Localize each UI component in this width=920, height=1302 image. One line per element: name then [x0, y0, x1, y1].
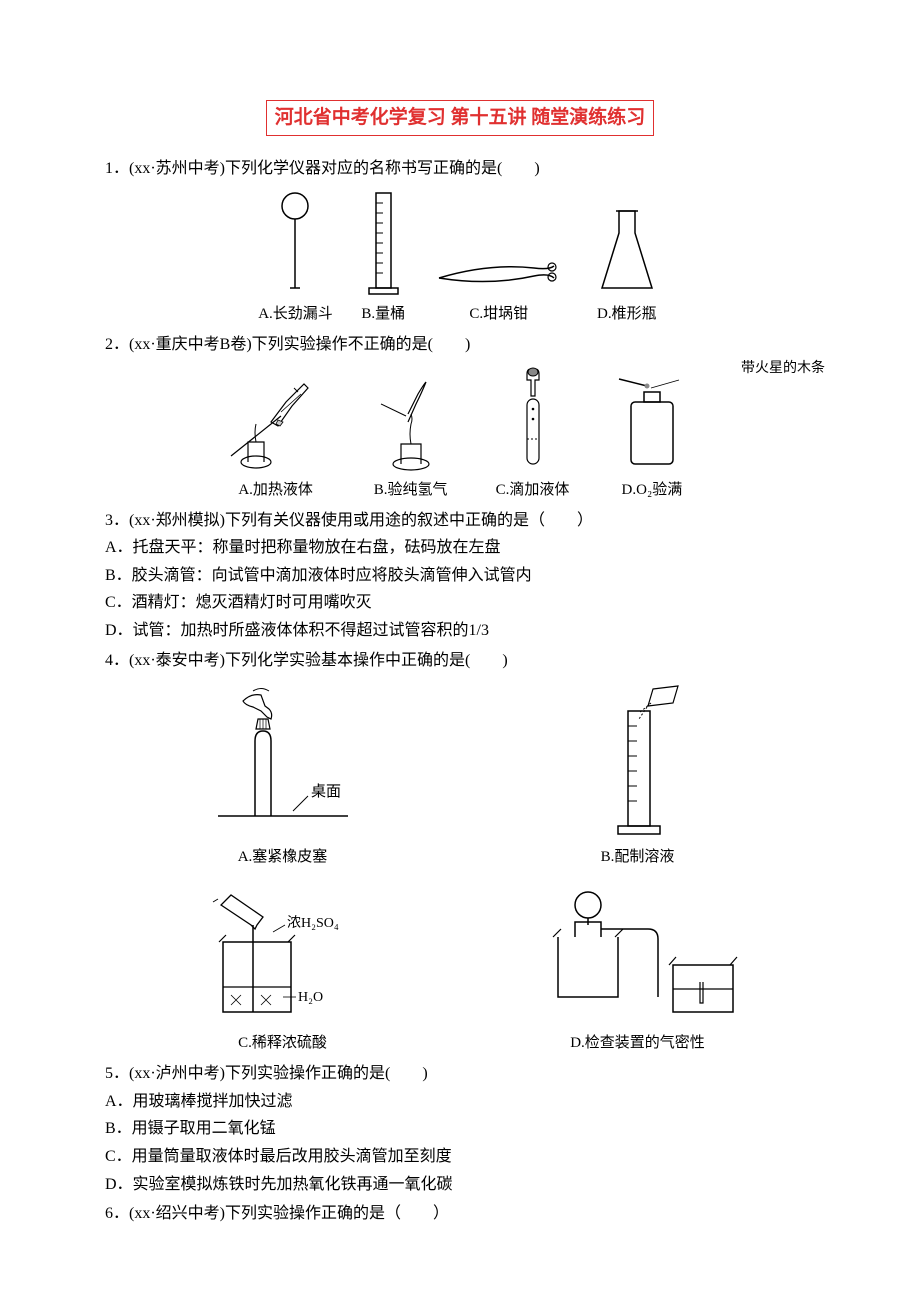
option-row: A.长劲漏斗 B.量桶 C.坩埚钳 [105, 188, 815, 326]
q-text: ．(xx·绍兴中考)下列实验操作正确的是（ ） [113, 1205, 449, 1222]
q-text: ．(xx·苏州中考)下列化学仪器对应的名称书写正确的是( ) [113, 160, 540, 177]
option-c: C.滴加液体 [496, 364, 570, 502]
erlenmeyer-icon [592, 203, 662, 298]
q-num: 5 [105, 1065, 113, 1082]
option-c: C．用量筒量取液体时最后改用胶头滴管加至刻度 [105, 1144, 815, 1170]
option-a: A.长劲漏斗 [258, 188, 333, 326]
option-b: B.量桶 [361, 188, 406, 326]
option-d: D.椎形瓶 [592, 203, 662, 326]
q-num: 3 [105, 512, 113, 529]
tongs-icon [434, 248, 564, 298]
question-1: 1．(xx·苏州中考)下列化学仪器对应的名称书写正确的是( ) A.长劲漏斗 B… [105, 156, 815, 326]
option-b: B．用镊子取用二氧化锰 [105, 1116, 815, 1142]
question-stem: 6．(xx·绍兴中考)下列实验操作正确的是（ ） [105, 1201, 815, 1227]
option-a: A.加热液体 [226, 374, 326, 502]
heat-liquid-icon [226, 374, 326, 474]
option-row-top: 桌面 A.塞紧橡皮塞 B.配制溶液 [105, 681, 815, 869]
question-stem: 1．(xx·苏州中考)下列化学仪器对应的名称书写正确的是( ) [105, 156, 815, 182]
q-text: ．(xx·泸州中考)下列实验操作正确的是( ) [113, 1065, 428, 1082]
option-b: B.验纯氢气 [366, 374, 456, 502]
dropper-tube-icon [505, 364, 560, 474]
option-label: A.加热液体 [238, 478, 313, 502]
q-num: 4 [105, 652, 113, 669]
option-d: D．试管：加热时所盛液体体积不得超过试管容积的1/3 [105, 618, 815, 644]
cylinder-icon [361, 188, 406, 298]
option-label: D.椎形瓶 [597, 302, 657, 326]
option-c: C．酒精灯：熄灭酒精灯时可用嘴吹灭 [105, 590, 815, 616]
q-text: ．(xx·郑州模拟)下列有关仪器使用或用途的叙述中正确的是（ ） [113, 512, 593, 529]
q-num: 2 [105, 336, 113, 353]
option-label: A.长劲漏斗 [258, 302, 333, 326]
option-c: C.坩埚钳 [434, 248, 564, 326]
q-text: ．(xx·重庆中考B卷)下列实验操作不正确的是( ) [113, 336, 470, 353]
question-6: 6．(xx·绍兴中考)下列实验操作正确的是（ ） [105, 1201, 815, 1227]
pour-cylinder-icon [573, 681, 703, 841]
question-3: 3．(xx·郑州模拟)下列有关仪器使用或用途的叙述中正确的是（ ） A．托盘天平… [105, 508, 815, 644]
airtight-icon [523, 877, 753, 1027]
question-stem: 2．(xx·重庆中考B卷)下列实验操作不正确的是( ) [105, 332, 815, 358]
option-label: B.验纯氢气 [374, 478, 448, 502]
option-label: D.检查装置的气密性 [570, 1031, 705, 1055]
hydrogen-test-icon [366, 374, 456, 474]
option-d: D．实验室模拟炼铁时先加热氧化铁再通一氧化碳 [105, 1172, 815, 1198]
option-row: A.加热液体 B.验纯氢气 [105, 364, 815, 502]
option-a: A．用玻璃棒搅拌加快过滤 [105, 1089, 815, 1115]
water-label: H₂O [298, 990, 323, 1005]
option-label: D.O₂验满 [622, 478, 683, 502]
option-label: A.塞紧橡皮塞 [238, 845, 328, 869]
option-c: 浓H₂SO₄ H₂O C.稀释浓硫酸 [105, 877, 460, 1055]
q-num: 1 [105, 160, 113, 177]
option-label: C.坩埚钳 [469, 302, 528, 326]
page-title: 河北省中考化学复习 第十五讲 随堂演练练习 [266, 100, 655, 136]
question-stem: 3．(xx·郑州模拟)下列有关仪器使用或用途的叙述中正确的是（ ） [105, 508, 815, 534]
option-a: 桌面 A.塞紧橡皮塞 [105, 681, 460, 869]
oxygen-full-icon [609, 374, 694, 474]
stopper-icon: 桌面 [193, 681, 373, 841]
option-row-bottom: 浓H₂SO₄ H₂O C.稀释浓硫酸 D.检查 [105, 877, 815, 1055]
question-stem: 4．(xx·泰安中考)下列化学实验基本操作中正确的是( ) [105, 648, 815, 674]
dilute-acid-icon: 浓H₂SO₄ H₂O [183, 877, 383, 1027]
question-2: 2．(xx·重庆中考B卷)下列实验操作不正确的是( ) 带火星的木条 A.加热液… [105, 332, 815, 502]
option-label: C.稀释浓硫酸 [238, 1031, 327, 1055]
q-num: 6 [105, 1205, 113, 1222]
option-d: D.O₂验满 [609, 374, 694, 502]
desk-label: 桌面 [311, 783, 341, 800]
question-5: 5．(xx·泸州中考)下列实验操作正确的是( ) A．用玻璃棒搅拌加快过滤 B．… [105, 1061, 815, 1197]
question-4: 4．(xx·泰安中考)下列化学实验基本操作中正确的是( ) 桌面 A.塞紧橡皮塞 [105, 648, 815, 1056]
funnel-icon [268, 188, 323, 298]
option-a: A．托盘天平：称量时把称量物放在右盘，砝码放在左盘 [105, 535, 815, 561]
option-d: D.检查装置的气密性 [460, 877, 815, 1055]
option-b: B.配制溶液 [460, 681, 815, 869]
option-label: B.量桶 [361, 302, 405, 326]
q-text: ．(xx·泰安中考)下列化学实验基本操作中正确的是( ) [113, 652, 508, 669]
option-b: B．胶头滴管：向试管中滴加液体时应将胶头滴管伸入试管内 [105, 563, 815, 589]
splint-annotation: 带火星的木条 [741, 358, 825, 380]
option-label: C.滴加液体 [496, 478, 570, 502]
option-label: B.配制溶液 [601, 845, 675, 869]
question-stem: 5．(xx·泸州中考)下列实验操作正确的是( ) [105, 1061, 815, 1087]
acid-label: 浓H₂SO₄ [287, 915, 339, 931]
